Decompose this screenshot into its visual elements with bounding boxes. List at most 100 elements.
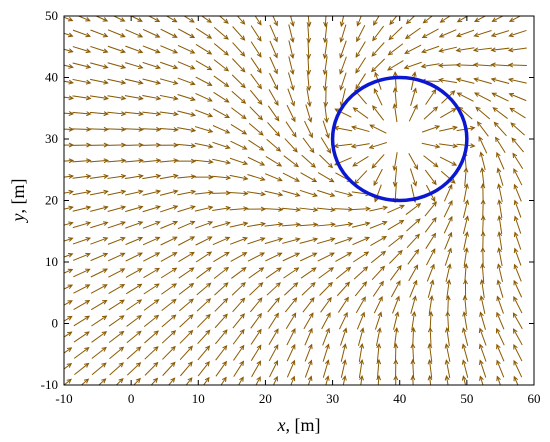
field-arrow	[372, 105, 385, 121]
field-arrow	[339, 56, 347, 75]
field-arrow	[64, 315, 73, 322]
field-arrow	[371, 154, 385, 169]
field-arrow	[107, 252, 126, 262]
field-arrow	[64, 126, 75, 132]
field-arrow	[64, 362, 73, 370]
field-arrow	[507, 47, 527, 53]
field-arrow	[496, 343, 505, 362]
field-arrow	[317, 172, 335, 183]
field-arrow	[352, 107, 369, 119]
field-arrow	[143, 314, 160, 328]
field-arrow	[265, 267, 282, 279]
field-arrow	[410, 374, 416, 385]
field-arrow	[513, 231, 522, 250]
field-arrow	[194, 126, 214, 134]
field-arrow	[107, 29, 126, 38]
field-arrow	[423, 155, 439, 168]
field-arrow	[177, 61, 196, 70]
field-arrow	[108, 299, 125, 311]
field-arrow	[142, 28, 161, 38]
field-arrow	[107, 173, 127, 179]
field-arrow	[320, 296, 332, 313]
field-arrow	[284, 297, 298, 313]
field-arrow	[508, 16, 522, 22]
field-arrow	[334, 237, 353, 245]
field-arrow	[510, 122, 525, 136]
field-arrow	[247, 191, 267, 197]
field-arrow	[472, 47, 492, 53]
field-arrow	[456, 16, 469, 23]
field-arrow	[421, 28, 439, 39]
field-arrow	[478, 135, 488, 154]
field-arrow	[124, 111, 144, 117]
field-arrow	[513, 183, 522, 202]
field-arrow	[161, 298, 177, 312]
field-arrow	[371, 265, 386, 281]
field-arrow	[408, 153, 419, 170]
field-arrow	[215, 344, 228, 361]
field-arrow	[479, 279, 485, 299]
field-arrow	[371, 42, 385, 57]
field-arrow	[229, 221, 249, 228]
field-arrow	[282, 237, 301, 244]
field-arrow	[266, 282, 281, 296]
field-arrow	[250, 73, 262, 90]
field-arrow	[480, 183, 486, 203]
field-arrow	[230, 140, 248, 150]
field-arrow	[107, 45, 126, 54]
field-arrow	[496, 263, 503, 282]
field-arrow	[438, 77, 458, 84]
field-arrow	[142, 61, 161, 70]
field-arrow	[64, 158, 75, 164]
field-arrow	[266, 138, 282, 152]
field-arrow	[302, 137, 315, 154]
field-arrow	[73, 284, 91, 294]
field-arrow	[177, 158, 197, 164]
field-arrow	[144, 346, 159, 360]
field-arrow	[322, 56, 328, 76]
field-arrow	[446, 279, 452, 299]
field-arrow	[264, 206, 284, 212]
field-arrow	[229, 191, 249, 196]
field-arrow	[508, 29, 527, 38]
field-arrow	[64, 111, 75, 117]
field-arrow	[125, 252, 143, 262]
field-arrow	[392, 71, 398, 91]
field-arrow	[64, 252, 74, 258]
field-arrow	[491, 16, 504, 22]
field-arrow	[403, 61, 422, 70]
field-arrow	[178, 282, 195, 295]
field-arrow	[72, 46, 92, 54]
field-arrow	[269, 72, 278, 91]
field-arrow	[405, 16, 416, 25]
boundary-circle	[330, 75, 469, 203]
field-arrow	[195, 92, 213, 102]
field-arrow	[472, 62, 492, 68]
field-arrow	[89, 173, 109, 179]
field-arrow	[64, 189, 74, 195]
field-arrow	[497, 199, 503, 219]
field-arrow	[107, 95, 127, 101]
field-arrow	[231, 74, 246, 89]
field-arrow	[195, 44, 213, 55]
field-arrow	[213, 266, 230, 280]
field-arrow	[322, 327, 331, 346]
field-arrow	[125, 45, 144, 54]
field-arrow	[286, 359, 296, 378]
field-arrow	[491, 92, 509, 102]
field-arrow	[354, 281, 368, 297]
field-arrow	[177, 143, 197, 149]
field-arrow	[91, 315, 108, 327]
field-arrow	[126, 314, 142, 327]
field-arrow	[387, 43, 404, 56]
field-arrow	[64, 16, 74, 22]
field-arrow	[356, 16, 362, 27]
y-tick-label: 40	[45, 70, 58, 85]
field-arrow	[247, 252, 266, 262]
field-arrow	[250, 344, 262, 361]
field-arrow	[475, 106, 491, 120]
field-arrow	[387, 204, 405, 214]
field-arrow	[126, 299, 143, 311]
field-arrow	[107, 189, 127, 196]
field-arrow	[159, 189, 179, 196]
